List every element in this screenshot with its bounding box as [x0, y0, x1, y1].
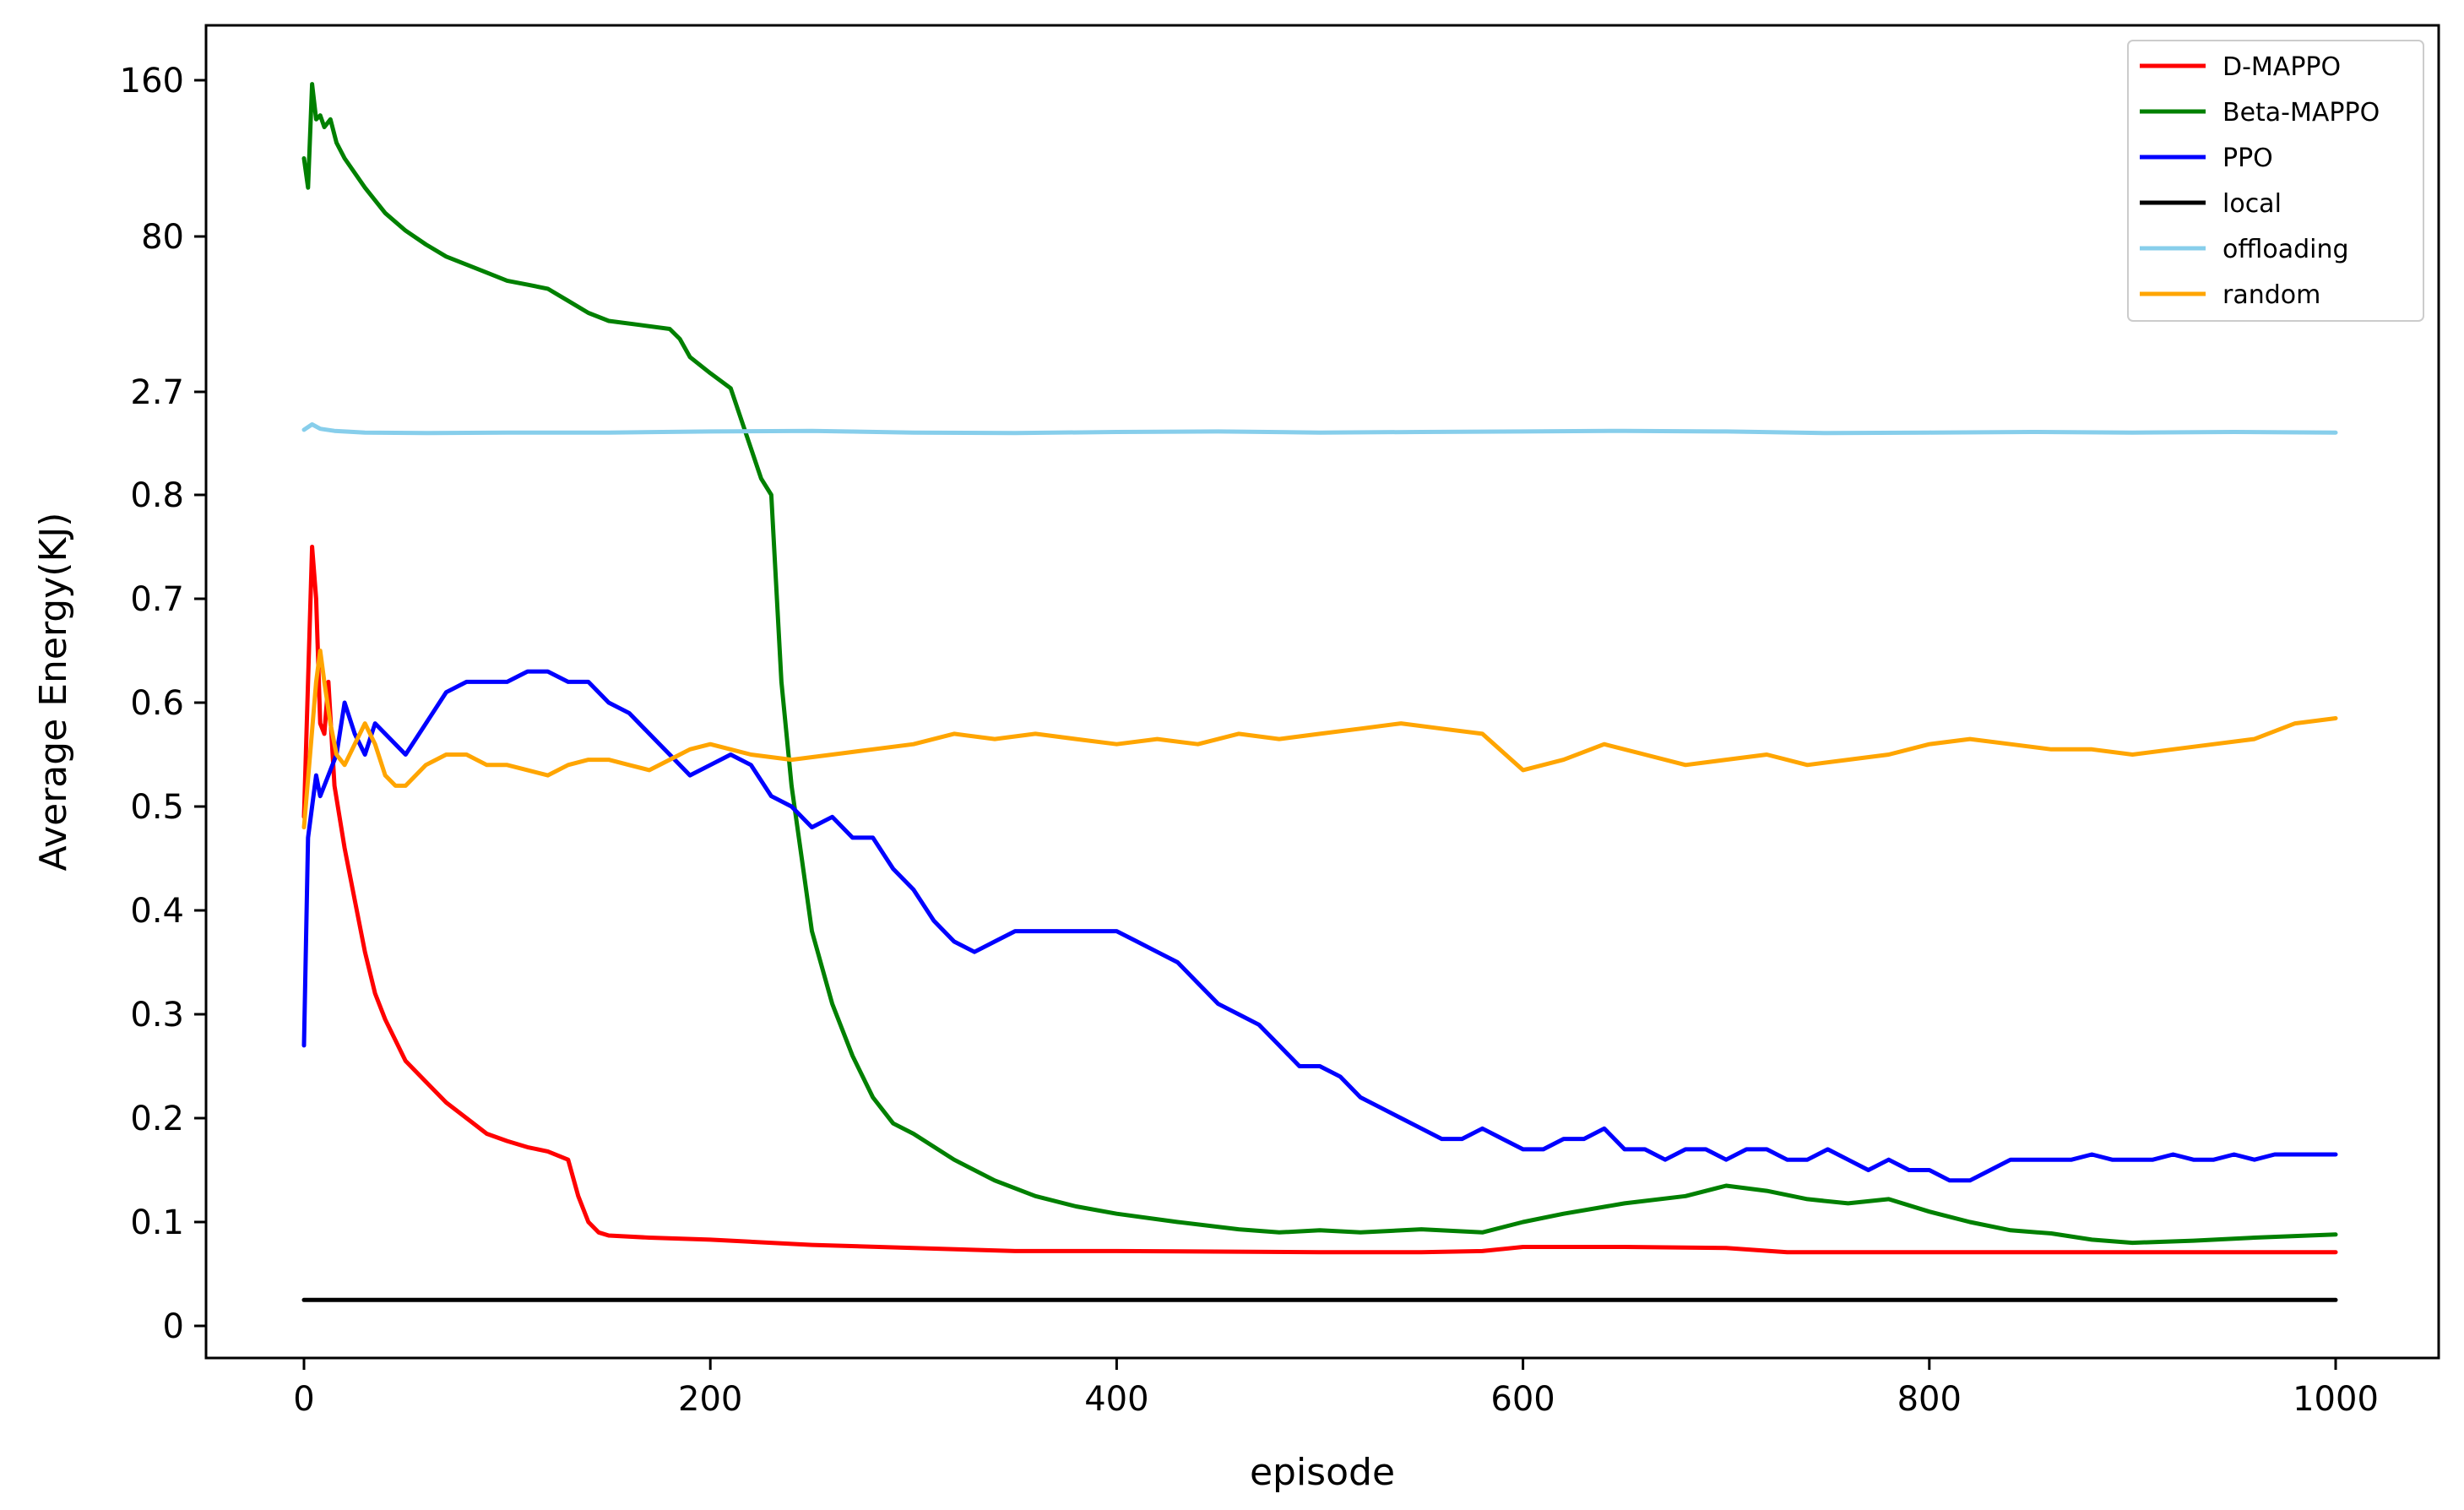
series-line-ppo: [301, 669, 2338, 1183]
y-tick-label: 2.7: [130, 373, 184, 412]
series-line-random: [301, 649, 2338, 830]
y-axis-label: Average Energy(KJ): [32, 513, 75, 872]
x-tick-label: 600: [1490, 1380, 1555, 1419]
x-tick-label: 400: [1084, 1380, 1148, 1419]
y-tick-label: 0.8: [130, 476, 184, 515]
legend-label: local: [2222, 189, 2282, 219]
series-layer: [301, 82, 2338, 1302]
legend-label: Beta-MAPPO: [2222, 98, 2380, 128]
x-tick-label: 1000: [2293, 1380, 2379, 1419]
x-tick-label: 200: [678, 1380, 742, 1419]
series-line-d-mappo: [301, 545, 2338, 1255]
y-tick-label: 0.4: [130, 892, 184, 931]
x-tick-label: 0: [293, 1380, 314, 1419]
legend-label: random: [2222, 280, 2320, 310]
plot-frame: [204, 24, 2440, 1360]
y-tick-label: 80: [141, 218, 184, 257]
legend-label: PPO: [2222, 144, 2273, 173]
x-tick-label: 800: [1897, 1380, 1962, 1419]
series-line-offloading: [301, 422, 2338, 436]
series-line-beta-mappo: [301, 82, 2338, 1246]
x-axis-label: episode: [1250, 1451, 1395, 1494]
y-tick-label: 0.2: [130, 1100, 184, 1138]
y-tick-label: 0.3: [130, 996, 184, 1035]
legend-label: offloading: [2222, 235, 2349, 264]
y-tick-label: 0.5: [130, 788, 184, 827]
legend-label: D-MAPPO: [2222, 52, 2341, 82]
y-tick-label: 0.7: [130, 580, 184, 619]
y-tick-label: 160: [120, 62, 184, 100]
y-axis: 0 0.1 0.2 0.3 0.4 0.5 0.6 0.7 0.8 2.7 80 160: [120, 62, 206, 1346]
x-axis: 0 200 400 600 800 1000: [293, 1358, 2379, 1419]
y-tick-label: 0.6: [130, 684, 184, 723]
legend-box: [2127, 40, 2424, 322]
y-tick-label: 0: [163, 1307, 184, 1346]
legend: D-MAPPO Beta-MAPPO PPO local offloading rando…: [2127, 40, 2424, 322]
y-tick-label: 0.1: [130, 1203, 184, 1242]
